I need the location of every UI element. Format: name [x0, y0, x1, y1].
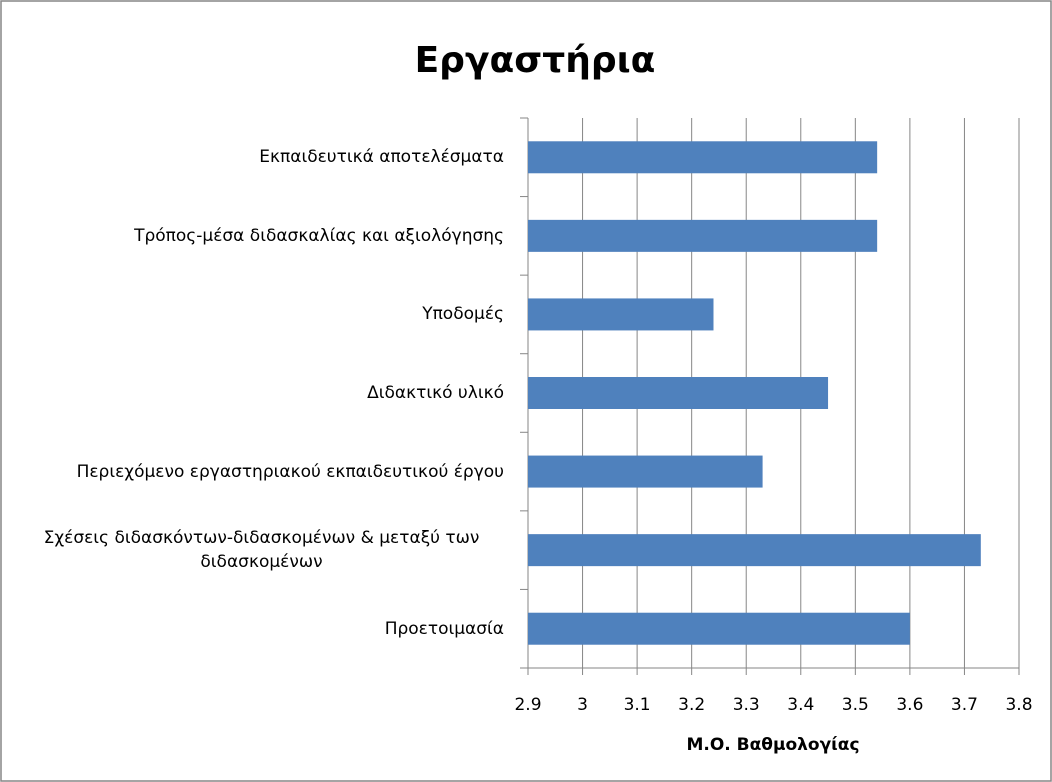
x-tick-label: 3.6 [896, 695, 923, 715]
y-tick-label-box: Εκπαιδευτικά αποτελέσματα [259, 118, 504, 197]
x-tick-label: 3.7 [951, 695, 978, 715]
y-tick-label-box: Προετοιμασία [385, 589, 504, 668]
y-tick-label: Εκπαιδευτικά αποτελέσματα [259, 147, 504, 168]
x-tick-label: 3.1 [624, 695, 651, 715]
y-tick-label: Περιεχόμενο εργαστηριακού εκπαιδευτικού … [76, 461, 504, 482]
x-tick-label: 3.8 [1005, 695, 1032, 715]
x-tick-label: 3.4 [787, 695, 814, 715]
y-tick-label: Τρόπος-μέσα διδασκαλίας και αξιολόγησης [134, 225, 504, 246]
y-tick-label: Διδακτικό υλικό [367, 382, 504, 403]
chart-title: Εργαστήρια [415, 40, 656, 81]
bar [528, 298, 714, 331]
bar [528, 141, 878, 174]
y-tick-label: Σχέσεις διδασκόντων-διδασκομένων & μεταξ… [43, 528, 480, 573]
bar [528, 534, 981, 567]
bar [528, 219, 878, 252]
x-tick-label: 3.5 [842, 695, 869, 715]
y-tick-label-box: Διδακτικό υλικό [367, 354, 504, 433]
y-tick-label-box: Υποδομές [422, 275, 504, 354]
y-tick-label: Υποδομές [422, 304, 504, 325]
bar [528, 377, 829, 409]
bar [528, 612, 910, 645]
y-tick-label-box: Σχέσεις διδασκόντων-διδασκομένων & μεταξ… [19, 511, 504, 590]
x-tick-label: 2.9 [514, 695, 541, 715]
y-tick-label: Προετοιμασία [384, 618, 504, 639]
y-tick-label-box: Περιεχόμενο εργαστηριακού εκπαιδευτικού … [77, 432, 504, 511]
x-tick-label: 3.3 [733, 695, 760, 715]
x-tick-label: 3 [577, 695, 588, 715]
bar [528, 455, 763, 488]
x-tick-label: 3.2 [678, 695, 705, 715]
y-tick-label-box: Τρόπος-μέσα διδασκαλίας και αξιολόγησης [134, 197, 504, 276]
x-axis-title: Μ.Ο. Βαθμολογίας [686, 735, 859, 755]
